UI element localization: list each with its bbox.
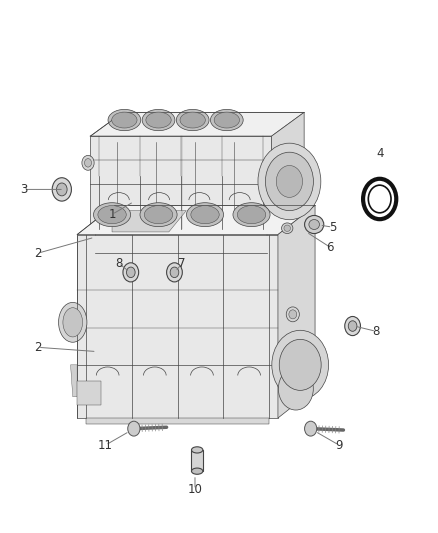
Ellipse shape: [214, 112, 240, 128]
Ellipse shape: [304, 215, 324, 233]
Circle shape: [279, 340, 321, 390]
Ellipse shape: [187, 203, 223, 227]
Ellipse shape: [63, 308, 82, 337]
Circle shape: [127, 267, 135, 278]
Text: 6: 6: [327, 241, 334, 254]
Circle shape: [123, 263, 139, 282]
Ellipse shape: [210, 109, 243, 131]
Text: 8: 8: [115, 257, 122, 270]
Polygon shape: [77, 205, 315, 235]
Text: 8: 8: [372, 325, 380, 338]
Polygon shape: [278, 205, 315, 418]
Circle shape: [265, 152, 314, 211]
Ellipse shape: [59, 302, 87, 342]
Circle shape: [276, 165, 303, 197]
Polygon shape: [90, 112, 304, 136]
Text: 10: 10: [187, 483, 202, 496]
Text: 7: 7: [178, 257, 186, 270]
Ellipse shape: [286, 307, 299, 322]
Circle shape: [258, 143, 321, 220]
Circle shape: [170, 267, 179, 278]
Ellipse shape: [289, 310, 297, 319]
Ellipse shape: [82, 156, 94, 170]
Polygon shape: [86, 418, 269, 424]
Circle shape: [166, 263, 182, 282]
Text: 4: 4: [377, 147, 384, 160]
Ellipse shape: [309, 220, 319, 230]
Text: 11: 11: [98, 439, 113, 451]
Text: 2: 2: [34, 247, 42, 260]
Ellipse shape: [284, 225, 290, 231]
Ellipse shape: [145, 206, 173, 224]
Ellipse shape: [177, 109, 209, 131]
Ellipse shape: [142, 109, 175, 131]
Text: 1: 1: [108, 208, 116, 221]
Polygon shape: [267, 205, 300, 253]
Polygon shape: [112, 211, 186, 232]
Polygon shape: [90, 136, 272, 229]
Ellipse shape: [191, 468, 203, 474]
Polygon shape: [191, 450, 203, 471]
Text: 3: 3: [20, 183, 27, 196]
Ellipse shape: [93, 203, 131, 227]
Circle shape: [345, 317, 360, 336]
Polygon shape: [77, 235, 278, 418]
Circle shape: [57, 183, 67, 196]
Polygon shape: [71, 365, 77, 397]
Circle shape: [348, 321, 357, 332]
Circle shape: [279, 368, 313, 410]
Circle shape: [272, 330, 328, 399]
Ellipse shape: [98, 206, 126, 224]
Ellipse shape: [140, 203, 177, 227]
Circle shape: [52, 177, 71, 201]
Ellipse shape: [233, 203, 270, 227]
Text: 9: 9: [336, 439, 343, 451]
Ellipse shape: [191, 206, 219, 224]
Ellipse shape: [191, 447, 203, 453]
Circle shape: [128, 421, 140, 436]
Text: 5: 5: [329, 221, 336, 233]
Ellipse shape: [146, 112, 171, 128]
Ellipse shape: [112, 112, 137, 128]
Ellipse shape: [108, 109, 141, 131]
Text: 2: 2: [34, 341, 42, 354]
Polygon shape: [77, 381, 101, 405]
Ellipse shape: [180, 112, 205, 128]
Polygon shape: [272, 112, 304, 229]
Ellipse shape: [237, 206, 266, 224]
Ellipse shape: [282, 223, 293, 233]
Polygon shape: [95, 229, 267, 253]
Ellipse shape: [85, 159, 92, 167]
Circle shape: [304, 421, 317, 436]
